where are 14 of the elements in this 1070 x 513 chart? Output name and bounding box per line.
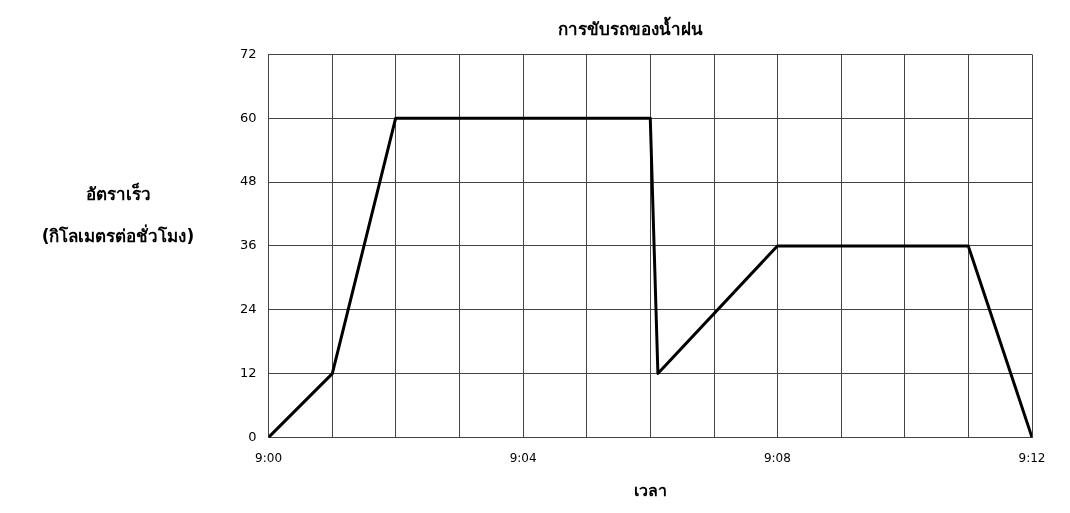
- chart-title: การขับรถของน้ำฝน: [557, 15, 703, 39]
- y-tick-label: 12: [240, 364, 257, 380]
- y-tick-label: 60: [240, 109, 257, 125]
- y-tick-label: 0: [248, 428, 257, 444]
- y-tick-label: 48: [240, 173, 257, 189]
- x-tick-label: 9:12: [1018, 450, 1046, 465]
- x-tick-label: 9:04: [509, 450, 537, 465]
- y-tick-label: 72: [240, 45, 257, 61]
- x-tick-label: 9:00: [255, 450, 283, 465]
- y-tick-label: 36: [240, 237, 257, 253]
- y-tick-label: 24: [240, 301, 257, 317]
- x-tick-label: 9:08: [763, 450, 791, 465]
- x-axis-title: เวลา: [633, 480, 667, 500]
- text: อัตราเร็ว (กิโลเมตรต่อชั่วโมง): [41, 184, 195, 246]
